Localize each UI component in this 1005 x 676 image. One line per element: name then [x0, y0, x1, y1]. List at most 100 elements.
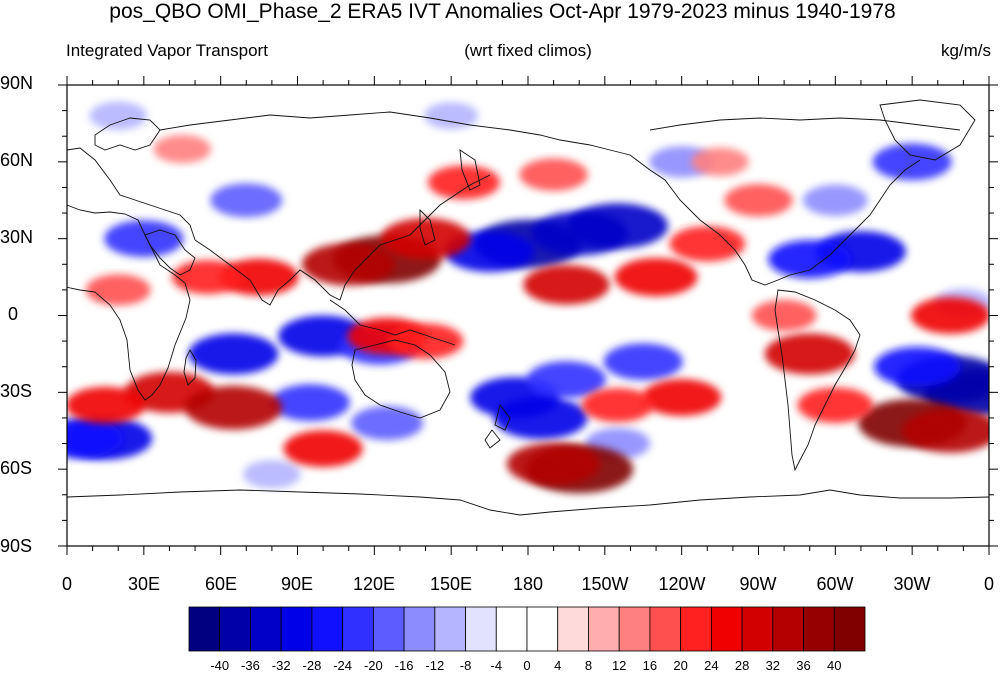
negative-anomaly — [351, 406, 424, 441]
colorbar-tick-label: 12 — [611, 658, 627, 673]
positive-anomaly — [901, 408, 989, 453]
colorbar-swatch — [342, 606, 374, 652]
negative-anomaly — [188, 333, 279, 375]
negative-anomaly — [603, 343, 683, 380]
colorbar-swatch — [526, 606, 559, 652]
colorbar-swatch — [557, 606, 589, 652]
positive-anomaly — [642, 379, 722, 416]
lat-label: 0 — [8, 304, 19, 324]
colorbar-tick-label: -4 — [490, 658, 503, 673]
lon-label: 0 — [983, 574, 995, 594]
positive-anomaly — [184, 385, 283, 430]
lon-label: 30W — [893, 574, 931, 594]
colorbar-swatch — [219, 606, 251, 652]
colorbar-tick-label: 8 — [584, 658, 593, 673]
lat-label: 90N — [0, 73, 34, 93]
positive-anomaly — [283, 430, 363, 468]
coastline-arabia — [144, 229, 196, 276]
coastline-eurasia-south — [194, 174, 491, 306]
colorbar-tick-label: -32 — [271, 658, 291, 673]
positive-anomaly — [153, 134, 212, 164]
coastline-greenland — [879, 99, 976, 161]
colorbar-swatch — [710, 606, 743, 652]
coastlines — [67, 99, 989, 516]
lat-label: 30S — [0, 381, 33, 401]
positive-anomaly — [581, 388, 654, 423]
colorbar-swatch — [311, 606, 344, 652]
negative-anomaly — [89, 101, 148, 130]
positive-anomaly — [519, 158, 588, 191]
colorbar-tick-label: 4 — [554, 658, 562, 673]
lon-label: 0 — [61, 574, 73, 594]
colorbar-tick-label: 40 — [827, 658, 842, 673]
colorbar-swatch — [403, 606, 436, 652]
lat-label: 90S — [0, 536, 33, 556]
variable-label: Integrated Vapor Transport — [66, 41, 268, 60]
colorbar-swatch — [741, 606, 774, 652]
colorbar-tick-label: -36 — [241, 658, 260, 673]
lon-label: 90W — [739, 574, 777, 594]
lon-label: 60W — [816, 574, 854, 594]
negative-anomaly — [768, 240, 852, 279]
colorbar — [188, 606, 866, 652]
colorbar-tick-label: -16 — [394, 658, 414, 673]
colorbar-tick-label: -12 — [425, 658, 445, 673]
negative-anomaly — [424, 102, 479, 130]
colorbar-tick-label: 0 — [523, 658, 531, 673]
coastline-europe — [67, 147, 196, 241]
colorbar-swatch — [649, 606, 682, 652]
colorbar-swatch — [250, 606, 282, 652]
colorbar-tick-label: -28 — [302, 658, 322, 673]
colorbar-swatch — [495, 606, 528, 652]
colorbar-tick-label: 28 — [734, 658, 750, 673]
lon-label: 30E — [127, 574, 161, 594]
coastline-kamchatka — [459, 149, 481, 191]
negative-anomaly — [67, 418, 123, 459]
positive-anomaly — [85, 274, 151, 306]
colorbar-swatch — [465, 606, 497, 652]
coastline-maritime-sea — [329, 299, 456, 346]
lon-label: 120W — [658, 574, 706, 594]
colorbar-tick-label: 36 — [796, 658, 811, 673]
colorbar-swatch — [280, 606, 313, 652]
positive-anomaly — [764, 333, 855, 375]
positive-anomaly — [523, 264, 610, 305]
anomaly-field — [67, 101, 989, 494]
positive-anomaly — [67, 386, 146, 424]
colorbar-tick-label: -24 — [333, 658, 353, 673]
axis-ticks — [58, 76, 998, 555]
coastline-arctic-canada — [649, 117, 961, 131]
positive-anomaly — [427, 165, 500, 200]
coastline-australia — [351, 339, 451, 419]
positive-anomaly — [614, 257, 698, 297]
positive-anomaly — [387, 323, 464, 359]
negative-anomaly — [243, 460, 301, 489]
positive-anomaly — [301, 243, 396, 286]
negative-anomaly — [526, 361, 607, 398]
negative-anomaly — [104, 220, 184, 258]
negative-anomaly — [270, 384, 350, 421]
lon-label: 60E — [204, 574, 238, 594]
lon-label: 180 — [512, 574, 544, 594]
colorbar-swatch — [434, 606, 466, 652]
positive-anomaly — [669, 226, 746, 262]
colorbar-tick-label: 32 — [765, 658, 781, 673]
lon-label: 150W — [581, 574, 629, 594]
positive-anomaly — [724, 183, 793, 217]
colorbar-tick-label: 24 — [704, 658, 719, 673]
negative-anomaly — [210, 183, 283, 218]
coastline-siberia — [159, 111, 611, 151]
lat-label: 30N — [0, 227, 34, 247]
negative-anomaly — [872, 143, 952, 181]
lon-label: 90E — [280, 574, 314, 594]
colorbar-tick-label: -20 — [363, 658, 383, 673]
coastline-new-zealand — [484, 403, 511, 449]
chart-title: pos_QBO OMI_Phase_2 ERA5 IVT Anomalies O… — [109, 0, 896, 23]
coastline-south-america — [774, 289, 861, 472]
positive-anomaly — [506, 442, 601, 486]
colorbar-tick-label: -40 — [210, 658, 230, 673]
colorbar-swatch — [372, 606, 405, 652]
colorbar-swatch — [772, 606, 804, 652]
negative-anomaly — [530, 211, 628, 256]
